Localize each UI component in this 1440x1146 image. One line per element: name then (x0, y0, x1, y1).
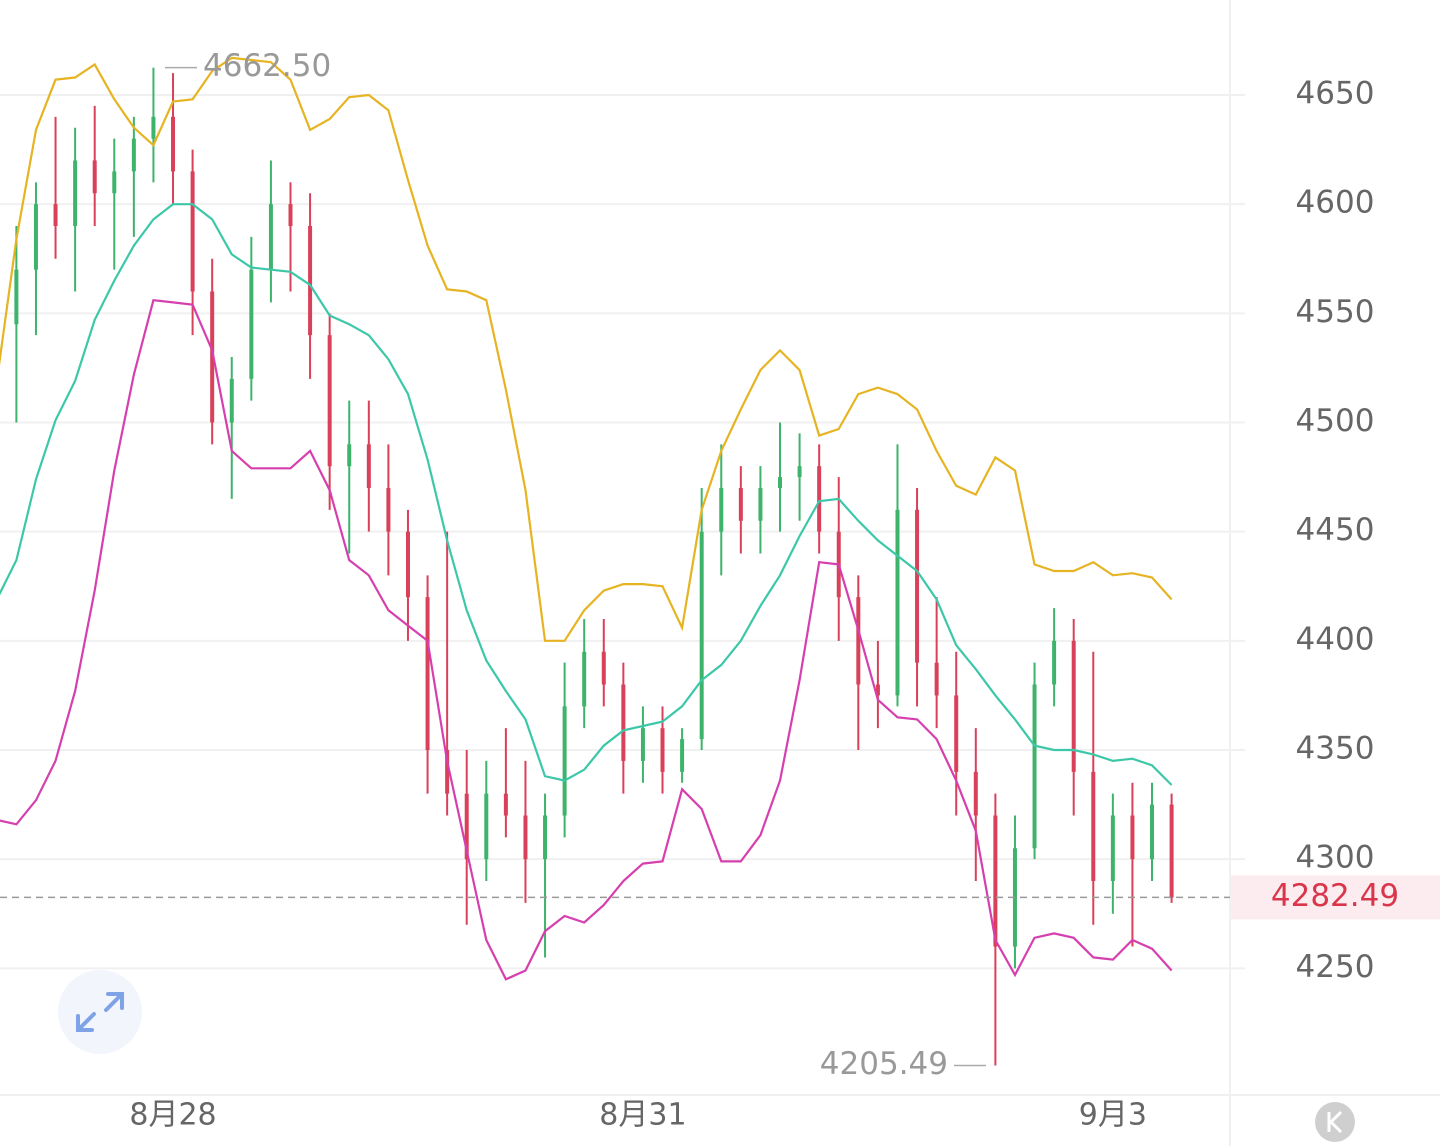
candle-body (582, 651, 587, 707)
candle-body (229, 378, 234, 423)
candle-body (719, 488, 724, 532)
candle-body (347, 444, 352, 467)
candle-body (1169, 804, 1174, 898)
candle-body (875, 684, 880, 696)
candle-body (1091, 771, 1096, 882)
candle-body (327, 335, 332, 467)
candle-body (973, 771, 978, 816)
candle-body (366, 444, 371, 489)
candle-body (1110, 815, 1115, 882)
candle-body (1052, 640, 1057, 685)
candle-body (268, 204, 273, 270)
candle-body (562, 706, 567, 816)
candle-body (738, 488, 743, 521)
candle-body (797, 466, 802, 478)
candle-body (131, 138, 136, 172)
candle-body (288, 204, 293, 226)
candle-body (151, 116, 156, 139)
y-tick-label: 4600 (1296, 185, 1375, 221)
y-tick-label: 4450 (1296, 512, 1375, 548)
k-icon[interactable] (1327, 1110, 1343, 1134)
candle-body (915, 509, 920, 663)
candle-body (1071, 640, 1076, 772)
expand-icon[interactable] (76, 992, 124, 1032)
candle-body (523, 815, 528, 860)
x-tick-label: 9月3 (1079, 1098, 1147, 1133)
candle-body (778, 477, 782, 489)
last-price-label: 4282.49 (1271, 878, 1399, 914)
k-button-bg[interactable] (1315, 1102, 1355, 1142)
candle-body (484, 793, 489, 860)
candle-body (817, 466, 822, 532)
y-tick-label: 4400 (1296, 621, 1375, 657)
candle-body (445, 750, 450, 794)
candle-body (73, 160, 78, 226)
band-line-upper (0, 56, 1173, 642)
expand-button[interactable] (58, 970, 142, 1054)
candle-body (249, 269, 254, 379)
candle-body (543, 815, 548, 860)
candle-body (210, 291, 215, 423)
candle-body (601, 651, 606, 685)
candle-body (464, 793, 469, 860)
candle-body (954, 695, 959, 772)
y-tick-label: 4350 (1296, 731, 1375, 767)
expand-button-bg[interactable] (58, 970, 142, 1054)
y-tick-label: 4250 (1296, 949, 1375, 985)
candle-body (640, 728, 645, 761)
candle-body (308, 225, 313, 336)
candle-body (171, 116, 176, 172)
candle-body (503, 793, 508, 816)
candle-body (934, 662, 939, 696)
candle-body (993, 815, 998, 947)
candle-body (856, 597, 861, 685)
y-tick-label: 4500 (1296, 403, 1375, 439)
candle-body (895, 509, 900, 696)
candle-body (1150, 804, 1155, 860)
x-tick-label: 8月31 (599, 1098, 686, 1133)
candle-body (1130, 815, 1135, 860)
band-line-lower (0, 299, 1173, 981)
candle-body (425, 597, 430, 751)
y-tick-label: 4650 (1296, 75, 1375, 111)
candle-body (680, 739, 685, 772)
max-label: 4662.50 (203, 48, 331, 84)
candle-body (190, 171, 195, 292)
candle-body (621, 684, 626, 761)
candle-body (386, 488, 391, 532)
candle-body (14, 269, 19, 325)
k-button[interactable] (1315, 1102, 1355, 1142)
candle-body (1032, 684, 1037, 849)
candle-body (92, 160, 97, 194)
candle-body (33, 204, 38, 270)
candle-body (405, 531, 410, 598)
band-line-middle (0, 203, 1173, 786)
candle-body (53, 204, 58, 226)
candle-body (112, 171, 117, 194)
candle-body (699, 531, 704, 740)
y-tick-label: 4300 (1296, 840, 1375, 876)
min-label: 4205.49 (820, 1046, 948, 1082)
y-tick-label: 4550 (1296, 294, 1375, 330)
x-tick-label: 8月28 (129, 1098, 216, 1133)
candle-body (660, 728, 665, 772)
last-price-box (1231, 875, 1440, 920)
candle-body (758, 488, 763, 521)
